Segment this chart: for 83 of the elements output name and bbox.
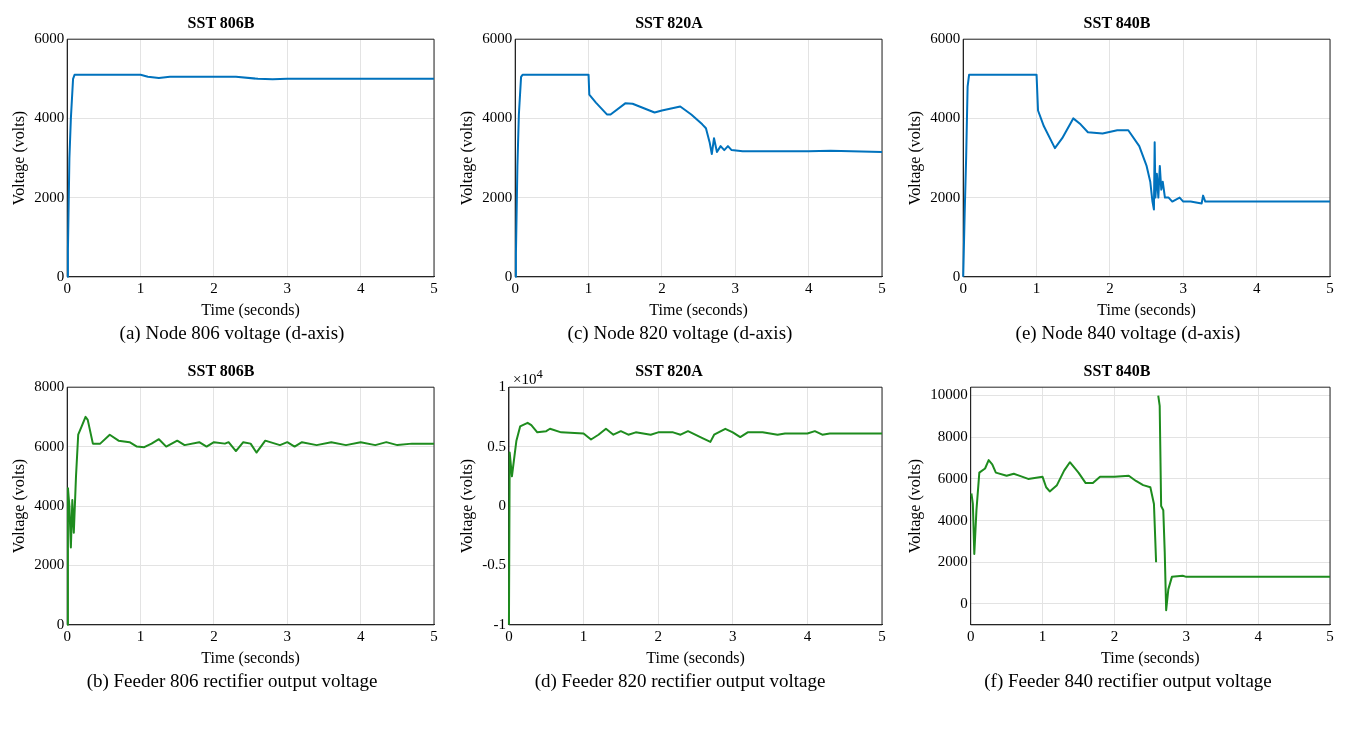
x-tick-label: 3 bbox=[283, 279, 292, 296]
x-tick-label: 2 bbox=[658, 279, 666, 296]
y-tick-label: 2000 bbox=[34, 188, 65, 205]
x-tick-label: 5 bbox=[430, 627, 438, 644]
chart-title: SST 820A bbox=[635, 361, 704, 379]
x-tick-label: 1 bbox=[1038, 627, 1047, 644]
chart-title: SST 820A bbox=[635, 13, 704, 31]
x-axis-title: Time (seconds) bbox=[1097, 300, 1196, 319]
x-tick-label: 4 bbox=[356, 279, 365, 296]
y-tick-label: 6000 bbox=[34, 30, 65, 47]
y-tick-label: 0 bbox=[952, 267, 961, 284]
x-tick-label: 4 bbox=[804, 279, 813, 296]
y-axis-title: Voltage (volts) bbox=[9, 458, 28, 554]
y-tick-label: 4000 bbox=[937, 511, 968, 528]
x-axis-title: Time (seconds) bbox=[201, 300, 300, 319]
x-tick-label: 5 bbox=[1326, 627, 1334, 644]
y-tick-label: 10000 bbox=[930, 386, 968, 403]
x-tick-label: 5 bbox=[878, 627, 886, 644]
y-tick-label: 6000 bbox=[930, 30, 961, 47]
text: (f) Feeder 840 rectifier output voltage bbox=[983, 670, 1273, 693]
x-tick-label: 3 bbox=[1179, 279, 1188, 296]
x-axis-title: Time (seconds) bbox=[1101, 648, 1200, 667]
y-tick-label: 4000 bbox=[34, 496, 65, 513]
y-tick-label: 2000 bbox=[930, 188, 961, 205]
y-tick-label: 6000 bbox=[482, 30, 513, 47]
y-tick-label: 8000 bbox=[34, 378, 65, 395]
x-tick-label: 3 bbox=[731, 279, 740, 296]
x-tick-label: 2 bbox=[210, 279, 218, 296]
chart-title: SST 806B bbox=[187, 13, 255, 31]
y-tick-label: 2000 bbox=[937, 553, 968, 570]
x-tick-label: 2 bbox=[210, 627, 218, 644]
text: (c) Node 820 voltage (d-axis) bbox=[566, 322, 794, 345]
x-tick-label: 1 bbox=[579, 627, 588, 644]
chart-title: SST 840B bbox=[1083, 13, 1151, 31]
x-tick-label: 5 bbox=[1326, 279, 1334, 296]
y-tick-label: 0 bbox=[56, 615, 65, 632]
y-tick-label: 4000 bbox=[482, 109, 513, 126]
y-axis-title: Voltage (volts) bbox=[457, 458, 476, 554]
x-tick-label: 2 bbox=[1106, 279, 1114, 296]
y-axis-title: Voltage (volts) bbox=[9, 110, 28, 206]
x-tick-label: 1 bbox=[584, 279, 593, 296]
y-tick-label: 8000 bbox=[937, 428, 968, 445]
x-axis-title: Time (seconds) bbox=[646, 648, 745, 667]
text: (d) Feeder 820 rectifier output voltage bbox=[533, 670, 827, 693]
text: (e) Node 840 voltage (d-axis) bbox=[1014, 322, 1242, 345]
y-tick-label: 6000 bbox=[937, 469, 968, 486]
text: (b) Feeder 806 rectifier output voltage bbox=[85, 670, 379, 693]
x-tick-label: 3 bbox=[283, 627, 292, 644]
y-tick-label: 0 bbox=[56, 267, 65, 284]
text: (a) Node 806 voltage (d-axis) bbox=[118, 322, 346, 345]
chart-title: SST 840B bbox=[1083, 361, 1151, 379]
y-tick-label: 2000 bbox=[482, 188, 513, 205]
x-tick-label: 5 bbox=[878, 279, 886, 296]
y-tick-label: 4000 bbox=[34, 109, 65, 126]
x-tick-label: 1 bbox=[1032, 279, 1041, 296]
x-tick-label: 5 bbox=[430, 279, 438, 296]
x-axis-title: Time (seconds) bbox=[201, 648, 300, 667]
text: ×10$^{4}$ bbox=[512, 367, 543, 389]
y-tick-label: -1 bbox=[493, 615, 506, 632]
y-tick-label: 6000 bbox=[34, 437, 65, 454]
x-tick-label: 4 bbox=[1254, 627, 1263, 644]
x-tick-label: 1 bbox=[136, 627, 145, 644]
x-tick-label: 3 bbox=[1182, 627, 1191, 644]
chart-title: SST 806B bbox=[187, 361, 255, 379]
y-axis-title: Voltage (volts) bbox=[905, 110, 924, 206]
x-tick-label: 4 bbox=[803, 627, 812, 644]
y-tick-label: 0 bbox=[504, 267, 513, 284]
x-tick-label: 3 bbox=[729, 627, 737, 644]
y-tick-label: 0 bbox=[960, 594, 968, 611]
x-axis-title: Time (seconds) bbox=[649, 300, 748, 319]
x-tick-label: 2 bbox=[654, 627, 662, 644]
y-tick-label: 1 bbox=[498, 378, 506, 395]
y-tick-label: 0.5 bbox=[487, 437, 506, 454]
y-tick-label: 2000 bbox=[34, 556, 65, 573]
x-tick-label: 2 bbox=[1110, 627, 1119, 644]
y-axis-title: Voltage (volts) bbox=[905, 458, 924, 554]
y-axis-title: Voltage (volts) bbox=[457, 110, 476, 206]
y-tick-label: 4000 bbox=[930, 109, 961, 126]
x-tick-label: 1 bbox=[136, 279, 145, 296]
y-tick-label: 0 bbox=[498, 496, 506, 513]
x-tick-label: 4 bbox=[356, 627, 365, 644]
y-tick-label: -0.5 bbox=[482, 556, 506, 573]
x-tick-label: 4 bbox=[1252, 279, 1261, 296]
